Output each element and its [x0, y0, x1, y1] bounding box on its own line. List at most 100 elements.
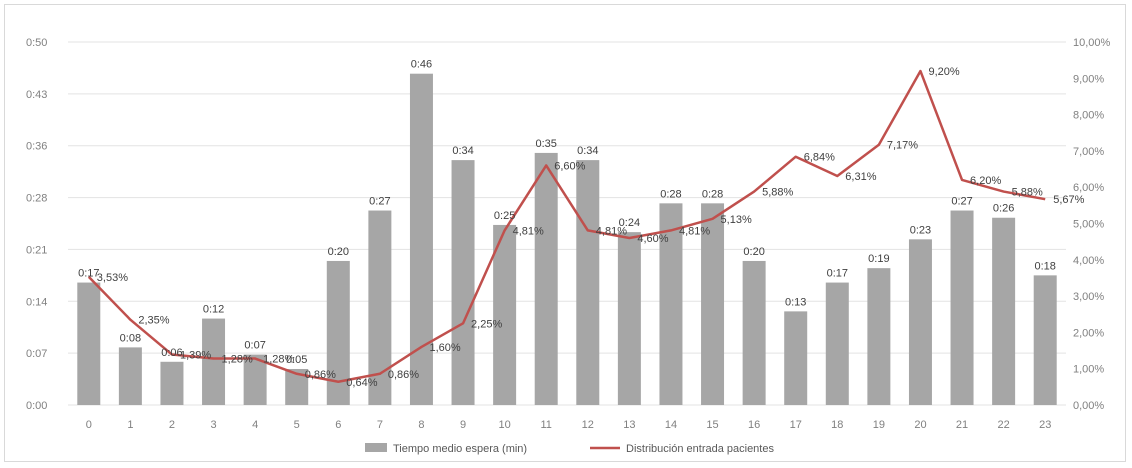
bar-value-label: 0:20 [328, 246, 349, 258]
x-tick-label: 12 [582, 419, 594, 431]
line-value-label: 6,60% [554, 160, 585, 172]
line-value-label: 6,84% [804, 152, 835, 164]
bar [659, 203, 683, 405]
line-value-label: 1,28% [263, 354, 294, 366]
left-tick-label: 0:14 [26, 296, 47, 308]
legend-bar-label: Tiempo medio espera (min) [393, 443, 527, 455]
bar [617, 232, 641, 405]
x-tick-label: 6 [335, 419, 341, 431]
right-tick-label: 0,00% [1073, 400, 1104, 412]
bar [534, 152, 558, 405]
bar [243, 354, 267, 405]
left-tick-label: 0:00 [26, 400, 47, 412]
line-value-label: 9,20% [928, 66, 959, 78]
x-tick-label: 20 [914, 419, 926, 431]
bar [202, 318, 226, 405]
legend: Tiempo medio espera (min) Distribución en… [365, 443, 774, 455]
x-tick-label: 9 [460, 419, 466, 431]
right-tick-label: 1,00% [1073, 364, 1104, 376]
line-value-label: 1,60% [429, 342, 460, 354]
right-tick-label: 10,00% [1073, 37, 1111, 49]
line-value-label: 3,53% [97, 272, 128, 284]
x-tick-label: 18 [831, 419, 843, 431]
bar [285, 368, 309, 405]
bar-value-label: 0:46 [411, 59, 432, 71]
bar [451, 160, 475, 405]
line-value-label: 0,64% [346, 377, 377, 389]
x-tick-label: 3 [210, 419, 216, 431]
bar-value-label: 0:27 [951, 196, 972, 208]
x-tick-label: 19 [873, 419, 885, 431]
right-tick-label: 6,00% [1073, 182, 1104, 194]
x-tick-label: 16 [748, 419, 760, 431]
x-tick-label: 4 [252, 419, 258, 431]
legend-bar-swatch [365, 443, 387, 452]
left-tick-label: 0:28 [26, 193, 47, 205]
bar-value-label: 0:05 [286, 354, 307, 366]
right-tick-label: 7,00% [1073, 146, 1104, 158]
bar-value-label: 0:25 [494, 210, 515, 222]
bar [576, 160, 600, 405]
left-tick-label: 0:36 [26, 141, 47, 153]
right-tick-label: 4,00% [1073, 255, 1104, 267]
right-tick-label: 8,00% [1073, 110, 1104, 122]
x-tick-label: 2 [169, 419, 175, 431]
line-value-label: 5,13% [721, 214, 752, 226]
x-tick-label: 17 [790, 419, 802, 431]
bar [77, 282, 101, 405]
line-value-label: 7,17% [887, 140, 918, 152]
line-value-label: 4,81% [596, 225, 627, 237]
x-tick-label: 7 [377, 419, 383, 431]
line-value-label: 2,35% [138, 315, 169, 327]
bar-value-label: 0:17 [827, 268, 848, 280]
right-tick-label: 3,00% [1073, 291, 1104, 303]
legend-line-label: Distribución entrada pacientes [626, 443, 774, 455]
bar [368, 210, 392, 405]
bar-value-label: 0:34 [577, 145, 598, 157]
left-tick-label: 0:43 [26, 89, 47, 101]
line-value-label: 2,25% [471, 318, 502, 330]
bar-value-label: 0:24 [619, 217, 640, 229]
axes: 0:00 0:07 0:14 0:21 0:28 0:36 0:43 0:50 0,00% 1,0… [26, 37, 1111, 431]
x-tick-label: 5 [294, 419, 300, 431]
line-value-label: 0,86% [305, 369, 336, 381]
bar-value-label: 0:13 [785, 296, 806, 308]
bar-value-label: 0:28 [702, 188, 723, 200]
x-tick-label: 22 [998, 419, 1010, 431]
data-labels: 0:17 0:08 0:06 0:12 0:07 0:05 0:20 0:27 0:46 0:34… [78, 59, 1085, 389]
line-value-label: 5,88% [762, 187, 793, 199]
bar-value-label: 0:06 [161, 347, 182, 359]
bar-value-label: 0:27 [369, 196, 390, 208]
line-value-label: 0,86% [388, 369, 419, 381]
bar [742, 260, 766, 405]
line-value-label: 4,81% [513, 225, 544, 237]
bar-value-label: 0:19 [868, 253, 889, 265]
bar-value-label: 0:26 [993, 203, 1014, 215]
bar [493, 224, 517, 405]
chart-frame [4, 4, 1126, 462]
x-tick-label: 10 [499, 419, 511, 431]
bar [701, 203, 725, 405]
bar [409, 73, 433, 405]
x-tick-label: 11 [540, 419, 551, 431]
bar-value-label: 0:34 [452, 145, 473, 157]
bar-value-label: 0:28 [660, 188, 681, 200]
bar-value-label: 0:08 [120, 332, 141, 344]
bar [784, 311, 808, 405]
line-value-label: 6,31% [845, 171, 876, 183]
left-tick-label: 0:07 [26, 348, 47, 360]
bar-value-label: 0:17 [78, 268, 99, 280]
line-series [87, 69, 1046, 384]
bar-value-label: 0:35 [535, 138, 556, 150]
bar [950, 210, 974, 405]
line-value-label: 4,81% [679, 225, 710, 237]
line-value-label: 1,28% [222, 354, 253, 366]
bar [825, 282, 849, 405]
bar-value-label: 0:23 [910, 224, 931, 236]
x-tick-label: 14 [665, 419, 677, 431]
bar [867, 268, 891, 405]
bar [118, 347, 142, 405]
x-tick-label: 0 [86, 419, 92, 431]
right-tick-label: 9,00% [1073, 73, 1104, 85]
